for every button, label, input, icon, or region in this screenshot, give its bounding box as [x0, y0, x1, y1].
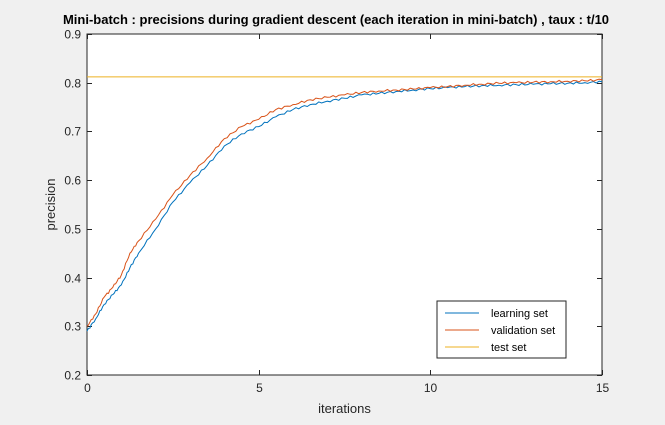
y-tick-label: 0.2	[64, 369, 81, 383]
legend: learning set validation set test set	[436, 300, 567, 359]
x-tick-label: 0	[84, 381, 91, 395]
legend-label: test set	[491, 342, 526, 354]
x-tick-label: 10	[424, 381, 438, 395]
x-tick-label: 15	[596, 381, 610, 395]
chart-title: Mini-batch : precisions during gradient …	[63, 12, 609, 27]
x-tick-label: 5	[256, 381, 263, 395]
y-axis: 0.2 0.3 0.4 0.5 0.6 0.7 0.8 0.9	[64, 28, 602, 383]
y-tick-label: 0.6	[64, 174, 81, 188]
series-layer	[86, 76, 603, 332]
x-axis: 0 5 10 15	[84, 34, 609, 395]
legend-label: validation set	[491, 325, 555, 337]
y-tick-label: 0.8	[64, 77, 81, 91]
y-tick-label: 0.4	[64, 272, 81, 286]
y-tick-label: 0.5	[64, 223, 81, 237]
legend-label: learning set	[491, 308, 548, 320]
x-axis-label: iterations	[318, 401, 371, 416]
y-axis-label: precision	[43, 178, 58, 230]
y-tick-label: 0.3	[64, 320, 81, 334]
y-tick-label: 0.7	[64, 125, 81, 139]
series-line-2	[86, 78, 603, 327]
y-tick-label: 0.9	[64, 28, 81, 42]
